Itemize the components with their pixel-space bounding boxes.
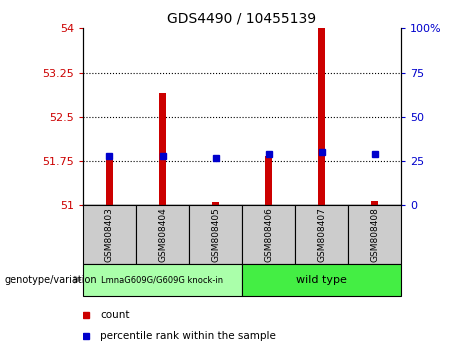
Bar [266, 156, 272, 205]
Bar [160, 93, 165, 205]
Text: GSM808405: GSM808405 [211, 207, 220, 262]
Text: GSM808404: GSM808404 [158, 207, 167, 262]
Bar [242, 205, 295, 264]
Bar [83, 264, 242, 296]
Bar [106, 157, 112, 205]
Bar [242, 264, 401, 296]
Text: count: count [100, 310, 130, 320]
Text: genotype/variation: genotype/variation [5, 275, 97, 285]
Title: GDS4490 / 10455139: GDS4490 / 10455139 [167, 12, 317, 26]
Text: GSM808403: GSM808403 [105, 207, 114, 262]
Bar [295, 205, 348, 264]
Text: percentile rank within the sample: percentile rank within the sample [100, 331, 276, 341]
Text: LmnaG609G/G609G knock-in: LmnaG609G/G609G knock-in [101, 275, 224, 284]
Text: GSM808408: GSM808408 [370, 207, 379, 262]
Bar [189, 205, 242, 264]
Bar [372, 201, 378, 205]
Bar [83, 205, 136, 264]
Bar [213, 202, 219, 205]
Text: GSM808406: GSM808406 [264, 207, 273, 262]
Bar [136, 205, 189, 264]
Bar [319, 28, 325, 205]
Text: GSM808407: GSM808407 [317, 207, 326, 262]
Text: wild type: wild type [296, 275, 347, 285]
Bar [348, 205, 401, 264]
